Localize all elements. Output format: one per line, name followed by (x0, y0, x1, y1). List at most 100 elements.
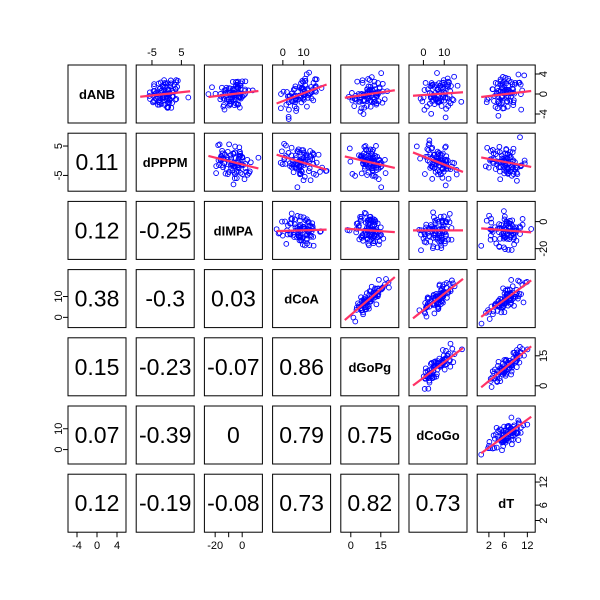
scatter-point (365, 232, 372, 239)
scatter-point (168, 104, 175, 111)
scatter-point (226, 141, 232, 148)
scatter-point (161, 80, 168, 86)
scatter-point (376, 241, 382, 248)
tick-label: -5 (147, 47, 157, 59)
right-axis-dGoPg: 0 15 (535, 350, 550, 389)
scatter-point (514, 164, 520, 171)
scatter-point (357, 215, 364, 222)
bottom-axis-dT: 2 6 12 (486, 532, 533, 552)
fit-line (480, 345, 532, 389)
fit-line (208, 154, 259, 170)
panel-dIMPA-dGoPg (340, 200, 400, 260)
panel-frame (67, 473, 127, 533)
tick-label: 0 (53, 447, 65, 453)
panel-frame (135, 337, 195, 397)
scatter-point (239, 171, 246, 177)
scatter-point (451, 351, 458, 357)
panel-frame (408, 269, 468, 329)
scatter-point (419, 98, 426, 105)
scatter-point (303, 71, 310, 78)
scatter-point (310, 242, 317, 249)
fit-line (480, 279, 532, 318)
scatter-point (504, 236, 510, 242)
scatter-point (421, 87, 428, 93)
correlation-label: 0.15 (75, 354, 120, 380)
scatter-point (371, 78, 378, 85)
fit-line (480, 415, 532, 455)
tick-label: 15 (538, 350, 550, 362)
fit-line (140, 90, 191, 98)
fit-line (412, 151, 464, 173)
tick-label: -5 (53, 171, 65, 181)
scatter-point (447, 340, 454, 347)
scatter-point (291, 234, 297, 240)
correlation-label: 0.79 (279, 422, 324, 448)
scatter-point (521, 157, 528, 164)
panel-dCoA-dGoPg (340, 269, 400, 329)
right-axis-dANB: -4 0 4 (535, 71, 550, 119)
panel-dPPPM-dPPPM: dPPPM (135, 132, 195, 192)
scatter-point (436, 355, 443, 362)
panel-frame (135, 405, 195, 465)
tick-label: 10 (53, 423, 65, 435)
scatter-point (431, 310, 438, 317)
panel-dCoA-dANB: 0.38 (67, 269, 127, 329)
scatter-point (501, 213, 508, 220)
scatter-point (490, 311, 496, 318)
panel-frame (340, 473, 400, 533)
tick-label: 10 (298, 47, 310, 59)
panel-dPPPM-dANB: 0.11 (67, 132, 127, 192)
scatter-point (509, 217, 516, 224)
tick-label: 2 (538, 517, 550, 523)
scatter-point (491, 445, 498, 451)
scatter-point (510, 99, 517, 106)
scatter-point (502, 74, 509, 81)
scatter-point (484, 144, 491, 151)
correlation-label: 0.86 (279, 354, 324, 380)
scatter-point (300, 234, 307, 240)
scatter-point (519, 216, 526, 222)
scatter-point (433, 359, 439, 366)
correlation-label: 0.73 (279, 490, 324, 516)
panel-dCoGo-dGoPg: 0.75 (340, 405, 400, 465)
scatter-point (298, 99, 305, 106)
tick-label: 0 (538, 91, 550, 97)
scatter-point (292, 99, 298, 106)
scatter-point (285, 116, 292, 122)
scatter-point (521, 72, 528, 79)
scatter-point (509, 85, 516, 92)
scatter-point (376, 84, 383, 91)
tick-label: 0 (239, 540, 245, 552)
scatter-point (368, 217, 374, 224)
scatter-point (368, 74, 375, 80)
panel-frame (408, 405, 468, 465)
panel-dCoA-dCoA: dCoA (272, 269, 332, 329)
scatter-point (293, 164, 299, 171)
scatter-point (382, 170, 389, 176)
scatter-point (373, 301, 380, 308)
scatter-point (509, 283, 516, 290)
scatter-point (421, 238, 428, 245)
scatter-point (213, 170, 219, 176)
scatter-point (230, 181, 237, 188)
scatter-point (439, 236, 446, 243)
scatter-point (364, 86, 370, 93)
scatter-point (497, 378, 504, 384)
scatter-point (221, 102, 227, 108)
right-axis-dIMPA: -20 0 (535, 219, 550, 257)
scatter-point (444, 157, 451, 164)
scatter-point (445, 103, 452, 109)
scatter-point (224, 148, 231, 155)
scatter-point (437, 213, 444, 220)
tick-label: 0 (538, 383, 550, 389)
scatter-point (458, 98, 465, 105)
correlation-label: -0.08 (207, 490, 259, 516)
scatter-point (500, 232, 507, 239)
tick-label: 6 (538, 502, 550, 508)
panel-frame (272, 337, 332, 397)
scatter-point (366, 242, 372, 249)
scatter-point (294, 234, 300, 241)
scatter-point (373, 143, 379, 149)
scatter-point (508, 79, 515, 85)
panel-dT-dCoA: 0.73 (272, 473, 332, 533)
